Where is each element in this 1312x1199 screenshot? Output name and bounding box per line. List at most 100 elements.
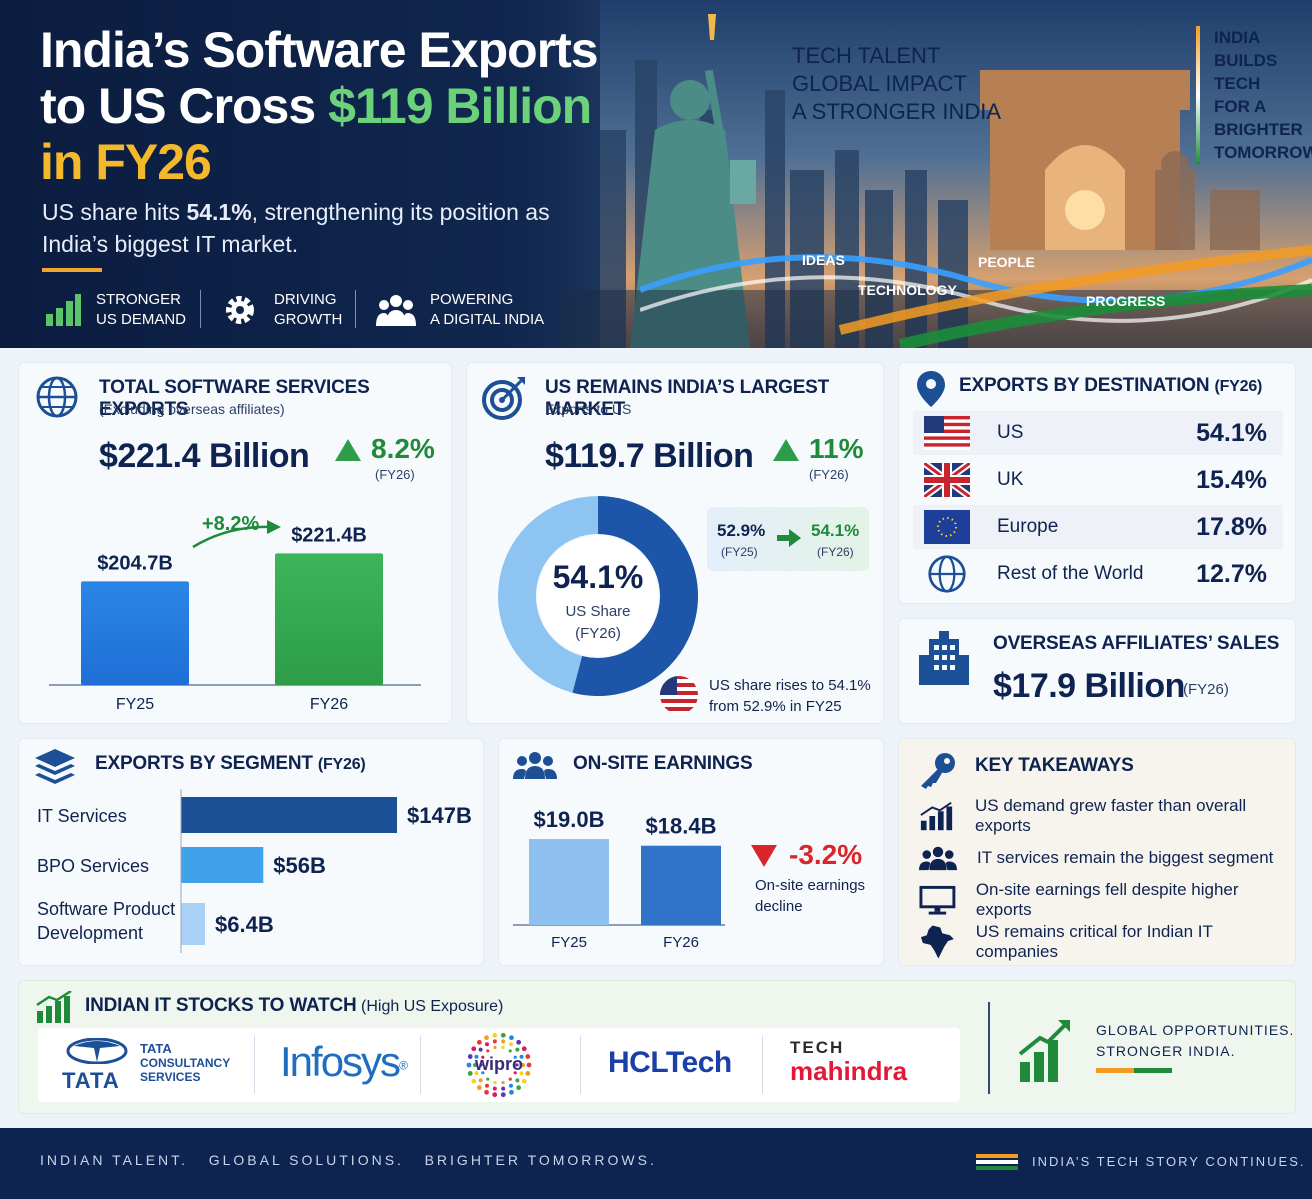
wipro-dot	[478, 1047, 483, 1052]
onsite-category-label: FY26	[663, 934, 699, 951]
wipro-dot	[526, 1062, 532, 1068]
destination-card: EXPORTS BY DESTINATION (FY26) US 54.1% UK 1…	[898, 362, 1296, 604]
divider	[254, 1036, 255, 1094]
globe-icon	[36, 376, 78, 418]
wipro-dot	[516, 1085, 522, 1091]
growth-percent: 11%	[809, 433, 864, 464]
wipro-dot	[508, 1049, 512, 1053]
stocks-title-suffix: (High US Exposure)	[361, 998, 504, 1015]
growth-chart-icon	[36, 991, 72, 1023]
target-icon	[482, 377, 525, 420]
hero-title-line1: India’s Software Exports	[40, 22, 599, 78]
divider	[580, 1036, 581, 1094]
tcs-line: TATA	[140, 1041, 172, 1056]
mahindra-word: mahindra	[790, 1056, 908, 1086]
card-title: TOTAL SOFTWARE SERVICES EXPORTS	[99, 377, 370, 420]
wipro-dot	[485, 1042, 489, 1047]
onsite-bar	[641, 845, 721, 925]
tata-emblem-icon	[66, 1038, 128, 1064]
uk-flag-icon	[919, 463, 975, 497]
footer-left-text: INDIAN TALENT. GLOBAL SOLUTIONS. BRIGHTE…	[40, 1152, 657, 1168]
footer-right-text: INDIA’S TECH STORY CONTINUES.	[1032, 1154, 1306, 1169]
wipro-dot	[467, 1054, 473, 1059]
infosys-logo[interactable]: Infosys®	[280, 1038, 408, 1086]
divider	[200, 290, 201, 328]
wipro-dot	[501, 1039, 506, 1044]
segment-value-label: $6.4B	[215, 912, 274, 937]
total-exports-chart: $204.7B FY25 $221.4B FY26	[49, 524, 421, 713]
tcs-logo[interactable]: TATA TATA CONSULTANCY SERVICES	[60, 1038, 260, 1093]
wipro-logo[interactable]: wipro	[448, 1032, 548, 1098]
hero-title: India’s Software Exports to US Cross $11…	[40, 22, 600, 190]
wipro-dot	[521, 1046, 527, 1052]
wipro-dot	[500, 1032, 506, 1038]
wipro-dot	[484, 1035, 489, 1041]
wave-label: PEOPLE	[978, 254, 1035, 270]
note-line: On-site earnings	[755, 877, 866, 894]
card-title: EXPORTS BY SEGMENT (FY26)	[95, 753, 366, 775]
tagline-line: A STRONGER INDIA	[792, 99, 1002, 124]
people-icon	[513, 752, 557, 779]
donut-value: 54.1%	[552, 559, 644, 595]
up-arrow-icon	[773, 439, 799, 461]
footer: INDIAN TALENT. GLOBAL SOLUTIONS. BRIGHTE…	[0, 1128, 1312, 1199]
takeaway-item: IT services remain the biggest segment	[919, 837, 1289, 879]
destination-value: 15.4%	[1196, 465, 1267, 494]
tech-word: TECH	[790, 1038, 845, 1057]
destination-value: 17.8%	[1196, 512, 1267, 541]
donut-hole	[538, 536, 658, 656]
hero-subtitle: US share hits 54.1%, strengthening its p…	[42, 196, 562, 260]
infosys-mark: ®	[399, 1058, 408, 1073]
india-map-icon	[920, 925, 954, 959]
divider	[988, 1002, 990, 1094]
total-exports-card: TOTAL SOFTWARE SERVICES EXPORTS (Excludi…	[18, 362, 452, 724]
bar-value-label: $204.7B	[97, 552, 173, 574]
wipro-dot	[493, 1045, 497, 1050]
wave-label: IDEAS	[802, 252, 845, 268]
tagline-line: TECH TALENT	[792, 43, 941, 68]
wipro-dot	[471, 1046, 477, 1052]
wipro-dot	[474, 1054, 479, 1059]
segment-value-label: $147B	[407, 803, 472, 828]
segment-category-label: Development	[37, 923, 143, 943]
destination-value: 54.1%	[1196, 418, 1267, 447]
wipro-dot	[515, 1047, 520, 1052]
growth-chart-icon	[920, 801, 953, 831]
wipro-dot	[501, 1045, 505, 1050]
affiliates-period: (FY26)	[1183, 681, 1229, 698]
tech-mahindra-logo[interactable]: TECH mahindra	[790, 1038, 907, 1084]
card-title-text: EXPORTS BY DESTINATION	[959, 375, 1210, 396]
destination-row: US 54.1%	[913, 411, 1283, 455]
hero-build-text: INDIA BUILDS TECH FOR A BRIGHTER TOMORRO…	[1196, 26, 1312, 164]
tcs-line: SERVICES	[140, 1070, 201, 1084]
donut-period: (FY26)	[575, 625, 621, 642]
wipro-dot	[509, 1035, 514, 1041]
takeaway-item: US remains critical for Indian IT compan…	[919, 921, 1289, 963]
bar-category-label: FY25	[116, 696, 154, 713]
tcs-line: CONSULTANCY	[140, 1056, 231, 1070]
onsite-chart: $19.0B FY25 $18.4B FY26	[513, 807, 725, 951]
feature-line1: POWERING	[430, 291, 514, 308]
wipro-dot	[521, 1078, 527, 1084]
wipro-dot	[509, 1042, 513, 1047]
card-title: ON-SITE EARNINGS	[573, 753, 753, 774]
segment-category-label: IT Services	[37, 806, 127, 826]
wipro-dot	[476, 1085, 482, 1091]
wave-label: TECHNOLOGY	[858, 282, 957, 298]
onsite-category-label: FY25	[551, 934, 587, 951]
segment-bar	[181, 797, 397, 833]
bar-fy26	[275, 553, 383, 685]
hcltech-logo[interactable]: HCLTech	[608, 1046, 732, 1079]
segment-bar	[181, 847, 264, 883]
wipro-dot	[484, 1089, 489, 1095]
divider	[420, 1036, 421, 1094]
total-exports-value: $221.4 Billion	[99, 437, 310, 475]
stocks-title-text: INDIAN IT STOCKS TO WATCH	[85, 995, 357, 1016]
flag-stripe	[976, 1166, 1018, 1170]
destination-name: US	[997, 422, 1024, 443]
wipro-dot	[509, 1083, 513, 1088]
destination-row: UK 15.4%	[913, 458, 1283, 502]
bar-value-label: $221.4B	[291, 524, 367, 546]
key-icon	[921, 753, 955, 789]
wipro-dot	[500, 1092, 506, 1098]
